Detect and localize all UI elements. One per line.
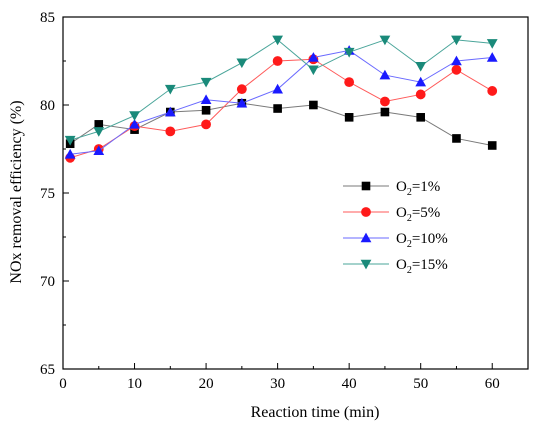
y-tick-label: 85 — [40, 10, 55, 26]
data-point — [165, 126, 176, 137]
x-tick-label: 0 — [59, 376, 67, 392]
x-tick-label: 40 — [342, 376, 357, 392]
legend-label: O2=1% — [396, 179, 440, 198]
data-point — [272, 83, 283, 94]
x-tick-label: 60 — [485, 376, 500, 392]
series-line — [70, 49, 493, 155]
y-tick-label: 70 — [40, 274, 55, 290]
y-tick-label: 80 — [40, 98, 55, 114]
legend-item: O2=5% — [343, 205, 440, 224]
data-point — [236, 84, 247, 95]
data-point — [64, 148, 76, 159]
data-point — [486, 39, 498, 49]
data-point — [129, 118, 140, 129]
data-point — [343, 47, 355, 58]
data-point — [94, 120, 104, 129]
series-layer — [64, 35, 498, 163]
data-point — [309, 100, 318, 110]
x-axis-title: Reaction time (min) — [251, 404, 380, 421]
data-point — [379, 69, 391, 80]
data-point — [93, 127, 105, 137]
data-point — [486, 52, 498, 62]
legend-label: O2=15% — [396, 257, 448, 276]
data-point — [201, 105, 211, 115]
data-point — [380, 107, 390, 117]
data-point — [344, 113, 354, 122]
data-point — [451, 35, 462, 46]
data-point — [308, 52, 319, 62]
data-point — [272, 56, 283, 66]
y-axis-title: NOx removal efficiency (%) — [8, 100, 25, 283]
data-point — [164, 106, 176, 117]
legend-marker — [360, 232, 372, 243]
x-tick-label: 10 — [127, 376, 142, 392]
data-point — [64, 135, 76, 146]
legend-item: O2=10% — [343, 231, 448, 250]
data-point — [451, 64, 462, 75]
data-point — [379, 35, 391, 46]
series-4 — [64, 35, 498, 146]
legend-marker — [361, 181, 371, 191]
ticks-layer: 0 10 20 30 40 50 60 65 70 75 80 85 — [40, 10, 500, 392]
legend-label: O2=5% — [396, 205, 440, 224]
data-point — [129, 111, 140, 121]
x-tick-label: 30 — [270, 376, 285, 392]
legend-item: O2=15% — [343, 257, 448, 276]
legend: O2=1% O2=5% O2=10% O2=15% — [343, 179, 448, 276]
data-point — [93, 145, 105, 156]
data-point — [344, 77, 355, 88]
data-point — [200, 94, 212, 105]
data-point — [415, 61, 427, 72]
data-point — [201, 119, 211, 130]
data-point — [380, 96, 390, 107]
legend-label: O2=10% — [396, 231, 448, 250]
data-point — [415, 76, 427, 87]
x-tick-label: 20 — [199, 376, 214, 392]
data-point — [272, 35, 283, 46]
data-point — [487, 141, 497, 150]
data-point — [273, 104, 282, 113]
data-point — [416, 113, 425, 122]
data-point — [487, 86, 498, 96]
data-point — [452, 134, 461, 143]
x-tick-label: 50 — [413, 376, 428, 392]
data-point — [415, 89, 426, 100]
y-tick-label: 65 — [40, 362, 55, 378]
data-point — [236, 58, 248, 69]
data-point — [308, 65, 319, 76]
legend-marker — [361, 207, 371, 217]
legend-item: O2=1% — [343, 179, 440, 198]
legend-marker — [360, 259, 372, 270]
data-point — [236, 97, 248, 108]
data-point — [451, 55, 462, 66]
data-point — [200, 77, 212, 88]
y-tick-label: 75 — [40, 186, 55, 202]
data-point — [164, 84, 176, 95]
